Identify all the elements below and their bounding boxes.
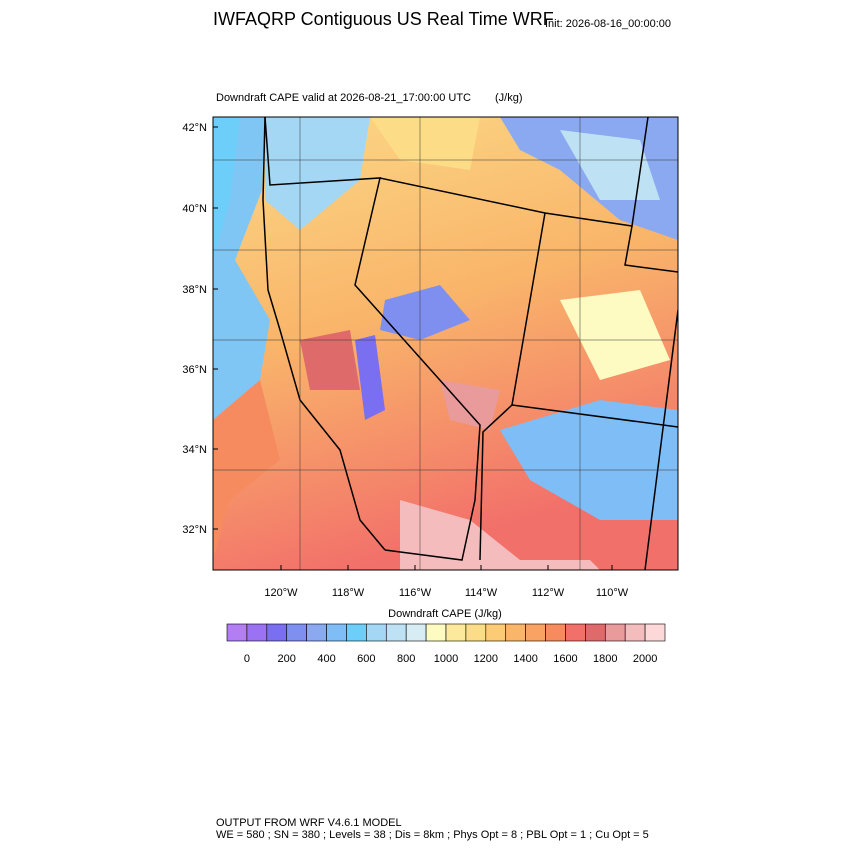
colorbar-box bbox=[445, 623, 467, 642]
init-time: Init: 2026-08-16_00:00:00 bbox=[545, 18, 671, 30]
footer-line1: OUTPUT FROM WRF V4.6.1 MODEL bbox=[216, 817, 402, 829]
colorbar-title: Downdraft CAPE (J/kg) bbox=[388, 608, 502, 620]
lon-label: 112°W bbox=[532, 587, 565, 599]
colorbar-box bbox=[306, 623, 327, 642]
colorbar-box bbox=[525, 623, 546, 642]
colorbar-box bbox=[565, 623, 586, 642]
colorbar-box bbox=[286, 623, 307, 642]
lat-label: 42°N bbox=[182, 122, 207, 134]
lat-label: 34°N bbox=[182, 444, 207, 456]
colorbar-box bbox=[226, 623, 248, 642]
units: (J/kg) bbox=[495, 92, 523, 104]
colorbar-box bbox=[485, 623, 507, 642]
colorbar-box bbox=[545, 623, 566, 642]
lon-label: 120°W bbox=[264, 587, 298, 599]
map bbox=[213, 117, 678, 570]
colorbar-tick-label: 1000 bbox=[434, 653, 458, 665]
colorbar-box bbox=[266, 623, 288, 642]
colorbar-tick-label: 200 bbox=[278, 653, 296, 665]
colorbar-box bbox=[425, 623, 447, 642]
colorbar-box bbox=[465, 623, 487, 642]
colorbar-tick-label: 1800 bbox=[593, 653, 617, 665]
colorbar-tick-label: 800 bbox=[397, 653, 415, 665]
colorbar-box bbox=[604, 623, 626, 642]
map-frame bbox=[212, 116, 679, 571]
colorbar-box bbox=[405, 623, 427, 642]
colorbar-box bbox=[326, 623, 347, 642]
lon-label: 116°W bbox=[399, 587, 432, 599]
lat-label: 38°N bbox=[182, 284, 207, 296]
colorbar: 0 200 400 600 800 1000 1200 1400 1600 1800 2000 bbox=[226, 623, 666, 665]
colorbar-box bbox=[585, 623, 606, 642]
lat-label: 32°N bbox=[182, 524, 207, 536]
colorbar-tick-label: 400 bbox=[317, 653, 335, 665]
colorbar-tick-label: 2000 bbox=[633, 653, 657, 665]
footer-line2: WE = 580 ; SN = 380 ; Levels = 38 ; Dis … bbox=[216, 829, 649, 841]
colorbar-box bbox=[246, 623, 268, 642]
subtitle: Downdraft CAPE valid at 2026-08-21_17:00… bbox=[216, 92, 471, 104]
lon-label: 118°W bbox=[332, 587, 365, 599]
colorbar-tick-label: 1200 bbox=[474, 653, 498, 665]
lon-label: 114°W bbox=[465, 587, 498, 599]
colorbar-box bbox=[385, 623, 407, 642]
colorbar-box bbox=[644, 623, 666, 642]
colorbar-box bbox=[624, 623, 646, 642]
map-axes: 42°N 40°N 38°N 36°N 34°N 32°N 120°W 118°W 116°W 1… bbox=[182, 122, 628, 599]
title: IWFAQRP Contiguous US Real Time WRF bbox=[213, 9, 554, 29]
lat-label: 36°N bbox=[182, 364, 207, 376]
colorbar-tick-label: 0 bbox=[244, 653, 250, 665]
colorbar-tick-label: 1600 bbox=[553, 653, 577, 665]
colorbar-box bbox=[346, 623, 367, 642]
lon-label: 110°W bbox=[596, 587, 629, 599]
colorbar-tick-label: 1400 bbox=[513, 653, 537, 665]
colorbar-box bbox=[505, 623, 526, 642]
colorbar-tick-label: 600 bbox=[357, 653, 375, 665]
colorbar-box bbox=[366, 623, 387, 642]
lat-label: 40°N bbox=[182, 203, 207, 215]
